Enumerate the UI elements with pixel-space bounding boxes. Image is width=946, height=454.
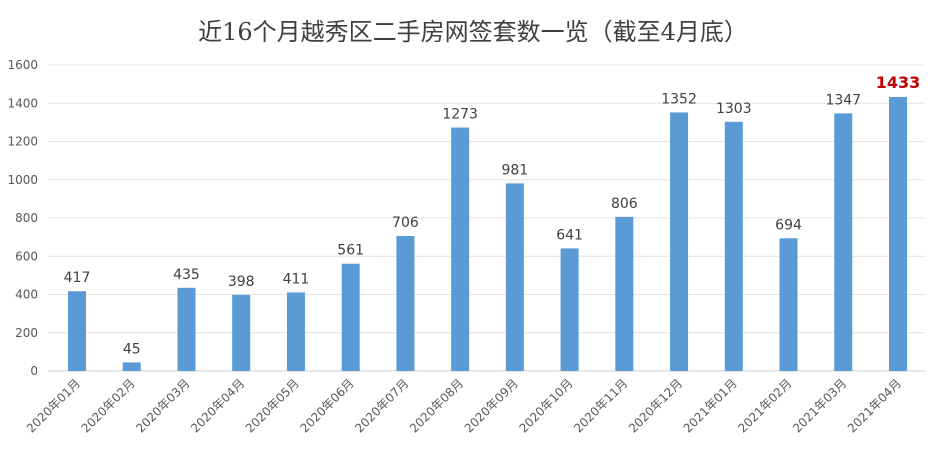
y-tick-label: 600 (15, 249, 38, 263)
x-tick-label: 2020年06月 (298, 376, 357, 435)
bar (68, 291, 86, 371)
bar (341, 263, 360, 371)
data-label: 641 (556, 227, 583, 243)
x-tick-label: 2020年01月 (24, 376, 83, 435)
data-label: 435 (173, 267, 200, 283)
x-tick-label: 2021年02月 (735, 376, 794, 435)
data-label: 694 (775, 217, 802, 233)
bar (396, 235, 415, 371)
x-tick-label: 2020年10月 (516, 376, 575, 435)
bar (286, 292, 305, 371)
bar (560, 248, 579, 371)
x-tick-label: 2020年09月 (462, 376, 521, 435)
bar (889, 96, 907, 371)
x-tick-label: 2020年04月 (188, 376, 247, 435)
chart-title: 近16个月越秀区二手房网签套数一览（截至4月底） (198, 18, 748, 46)
data-label: 398 (228, 274, 255, 290)
y-tick-label: 400 (15, 288, 38, 302)
x-tick-label: 2020年08月 (407, 376, 466, 435)
bar (232, 294, 251, 371)
y-tick-label: 1400 (7, 96, 38, 110)
bar (615, 216, 634, 371)
bar (670, 112, 689, 372)
x-tick-label: 2020年02月 (79, 376, 138, 435)
bar (779, 238, 798, 371)
y-tick-label: 800 (15, 211, 38, 225)
bar (505, 183, 524, 371)
x-tick-label: 2021年03月 (790, 376, 849, 435)
x-tick-label: 2021年01月 (681, 376, 740, 435)
bar (834, 113, 853, 371)
x-tick-label: 2020年05月 (243, 376, 302, 435)
x-tick-label: 2021年04月 (845, 376, 904, 435)
x-tick-label: 2020年12月 (626, 376, 685, 435)
x-tick-label: 2020年11月 (571, 376, 630, 435)
x-tick-label: 2020年07月 (352, 376, 411, 435)
data-label: 1273 (442, 107, 478, 123)
data-label: 45 (123, 341, 141, 357)
y-tick-label: 1200 (7, 135, 38, 149)
data-label: 706 (392, 215, 419, 231)
data-label: 806 (611, 196, 638, 212)
data-label: 411 (283, 271, 310, 287)
data-label: 1347 (825, 92, 861, 108)
x-tick-label: 2020年03月 (133, 376, 192, 435)
y-tick-label: 200 (15, 326, 38, 340)
data-label: 981 (501, 162, 528, 178)
bar (122, 362, 141, 371)
data-label: 1303 (716, 101, 752, 117)
y-tick-label: 1600 (7, 58, 38, 72)
y-tick-label: 1000 (7, 173, 38, 187)
bar (451, 127, 470, 371)
data-label: 1352 (661, 91, 697, 107)
data-label: 417 (64, 270, 91, 286)
data-label: 561 (337, 243, 364, 259)
bar (724, 121, 743, 372)
bar (177, 287, 196, 371)
y-tick-label: 0 (30, 364, 38, 378)
data-label: 1433 (876, 73, 921, 92)
